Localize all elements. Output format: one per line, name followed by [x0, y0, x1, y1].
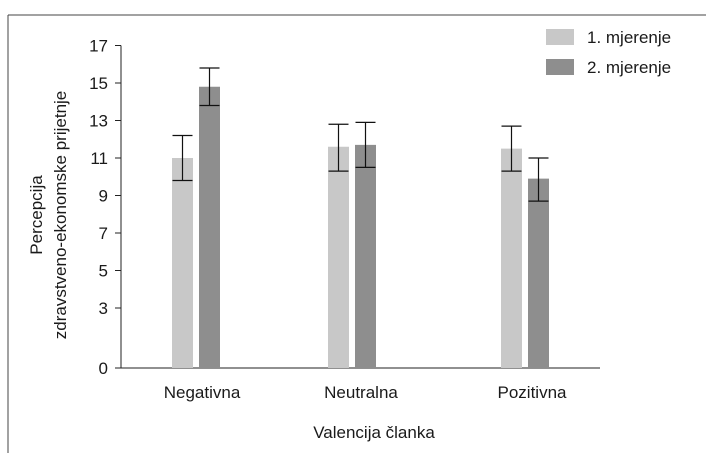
error-bar-neutralna-series-1	[328, 123, 349, 172]
x-tick-label-negativna: Negativna	[164, 383, 241, 402]
legend-swatch-series-1	[546, 29, 574, 45]
y-tick-label-5: 5	[99, 262, 108, 281]
x-tick-label-neutralna: Neutralna	[324, 383, 398, 402]
y-tick-label-3: 3	[99, 299, 108, 318]
bar-pozitivna-series-1	[501, 148, 522, 368]
bar-negativna-series-2	[199, 86, 220, 368]
y-tick-label-11: 11	[90, 149, 108, 168]
legend: 1. mjerenje 2. mjerenje	[546, 28, 671, 77]
x-axis-title: Valencija članka	[313, 423, 435, 442]
y-tick-label-9: 9	[99, 187, 108, 206]
y-tick-label-7: 7	[99, 224, 108, 243]
y-tick-label-0: 0	[99, 359, 108, 378]
bar-neutralna-series-1	[328, 146, 349, 368]
legend-swatch-series-2	[546, 59, 574, 75]
bar-pozitivna-series-2	[528, 178, 549, 368]
x-tick-label-pozitivna: Pozitivna	[498, 383, 568, 402]
error-bar-negativna-series-1	[172, 134, 193, 182]
y-tick-label-13: 13	[89, 112, 108, 131]
bar-neutralna-series-2	[355, 144, 376, 368]
error-bar-pozitivna-series-2	[528, 157, 549, 202]
legend-label-series-2: 2. mjerenje	[587, 58, 671, 77]
y-tick-label-17: 17	[89, 37, 108, 56]
error-bar-pozitivna-series-1	[501, 125, 522, 172]
y-axis-title-line-1: Percepcija	[27, 175, 46, 255]
error-bar-negativna-series-2	[199, 67, 220, 107]
y-tick-label-15: 15	[89, 74, 108, 93]
bar-negativna-series-1	[172, 158, 193, 368]
error-bar-neutralna-series-2	[355, 121, 376, 168]
legend-label-series-1: 1. mjerenje	[587, 28, 671, 47]
y-axis-title-line-2: zdravstveno-ekonomske prijetnje	[51, 91, 70, 340]
bars	[172, 67, 549, 368]
